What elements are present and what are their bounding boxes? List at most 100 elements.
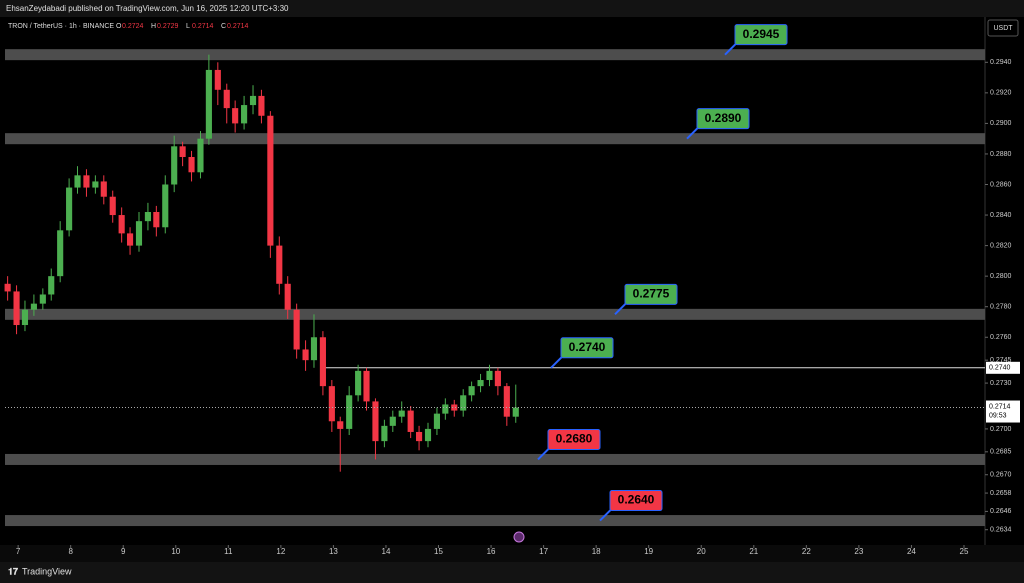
candle-body xyxy=(310,337,318,361)
candle-body xyxy=(293,309,300,350)
candle-body xyxy=(30,303,37,310)
callout-arrow xyxy=(614,301,628,316)
y-tick-label: 0.2840 xyxy=(990,212,1012,219)
candle-body xyxy=(100,181,107,197)
candle-body xyxy=(83,175,90,188)
candle-body xyxy=(267,115,274,246)
candle-body xyxy=(223,89,230,109)
last-price-badge xyxy=(986,400,1020,423)
candle-body xyxy=(284,283,291,310)
candle-body xyxy=(468,386,475,396)
y-tick-label: 0.2780 xyxy=(990,304,1012,311)
x-tick-label: 23 xyxy=(854,547,863,556)
candle-body xyxy=(355,370,362,396)
candle-body xyxy=(135,221,143,246)
candle-body xyxy=(232,108,239,124)
y-tick-label: 0.2820 xyxy=(990,242,1012,249)
candle-body xyxy=(276,245,283,284)
callout-label: 0.2945 xyxy=(743,27,780,41)
x-tick-label: 10 xyxy=(171,547,180,556)
candle-body xyxy=(241,105,248,124)
y-tick-label: 0.2700 xyxy=(990,426,1012,433)
x-tick-label: 12 xyxy=(276,547,285,556)
candle-body xyxy=(92,181,99,188)
level-zone xyxy=(5,133,985,145)
plot: O 0.2724 H 0.2729 L 0.2714 C 0.27140.29400.2920… xyxy=(4,23,1020,556)
candle-body xyxy=(337,421,344,429)
y-tick-label: 0.2900 xyxy=(990,120,1012,127)
callout-arrow xyxy=(550,355,564,369)
candle-body xyxy=(486,370,493,381)
candle-body xyxy=(363,370,370,402)
candle-body xyxy=(74,175,81,188)
x-tick-label: 15 xyxy=(434,547,443,556)
callout-arrow xyxy=(686,125,700,140)
candle-body xyxy=(179,146,186,158)
last-price-label: 0.2714 xyxy=(989,403,1011,410)
candle-body xyxy=(118,215,125,234)
candle-body xyxy=(328,386,335,422)
x-tick-label: 21 xyxy=(749,547,758,556)
x-tick-label: 16 xyxy=(487,547,496,556)
callout-box xyxy=(696,108,750,130)
candle-body xyxy=(188,157,195,173)
y-tick-label: 0.2745 xyxy=(990,357,1012,364)
level-axis-badge xyxy=(986,361,1020,374)
logo-mark: 𝟏𝟕 xyxy=(8,566,18,576)
candle-body xyxy=(494,370,501,387)
x-tick-label: 7 xyxy=(16,547,21,556)
symbol: TRON / TetherUS · 1h · BINANCE xyxy=(8,23,114,30)
ohlc-key: L xyxy=(186,23,190,30)
ohlc-key: C xyxy=(221,23,226,30)
x-tick-label: 13 xyxy=(329,547,338,556)
y-tick-label: 0.2730 xyxy=(990,380,1012,387)
callout-box xyxy=(734,24,788,46)
candle-body xyxy=(4,283,11,292)
candle-body xyxy=(319,337,326,387)
callout-label: 0.2775 xyxy=(633,287,670,301)
y-tick-label: 0.2634 xyxy=(990,527,1012,534)
y-tick-label: 0.2800 xyxy=(990,273,1012,280)
candle-body xyxy=(398,410,405,417)
candle-body xyxy=(258,95,265,116)
candle-body xyxy=(389,416,396,426)
candle-body xyxy=(442,404,449,414)
event-icon[interactable] xyxy=(513,531,525,543)
candle-body xyxy=(57,230,64,277)
y-tick-label: 0.2940 xyxy=(990,59,1012,66)
level-zone xyxy=(5,308,985,320)
candle-body xyxy=(460,395,467,411)
y-tick-label: 0.2685 xyxy=(990,449,1012,456)
level-zone xyxy=(5,515,985,527)
y-tick-label: 0.2670 xyxy=(990,472,1012,479)
level-zone xyxy=(5,49,985,61)
x-tick-label: 24 xyxy=(907,547,916,556)
candle-body xyxy=(153,211,160,228)
x-tick-label: 8 xyxy=(68,547,73,556)
ohlc-value: 0.2714 xyxy=(192,23,214,30)
candle-body xyxy=(416,431,423,442)
callout-box xyxy=(609,490,663,512)
ohlc-key: O xyxy=(116,23,122,30)
y-tick-label: 0.2860 xyxy=(990,181,1012,188)
brand: TradingView xyxy=(22,566,72,576)
y-tick-label: 0.2658 xyxy=(990,490,1012,497)
callout-box xyxy=(624,283,678,305)
candle-body xyxy=(109,196,116,216)
candle-body xyxy=(39,294,46,304)
candle-body xyxy=(424,428,432,442)
candle-body xyxy=(503,386,510,417)
currency-box[interactable] xyxy=(987,19,1019,37)
candle-body xyxy=(451,404,458,411)
candle-body xyxy=(13,291,20,326)
candle-body xyxy=(214,69,221,90)
y-tick-label: 0.2646 xyxy=(990,508,1012,515)
x-tick-label: 9 xyxy=(121,547,126,556)
candle-body xyxy=(205,69,212,139)
ohlc-value: 0.2714 xyxy=(227,23,249,30)
callout-box xyxy=(547,428,601,450)
candle-body xyxy=(162,184,169,228)
candle-body xyxy=(144,211,151,222)
